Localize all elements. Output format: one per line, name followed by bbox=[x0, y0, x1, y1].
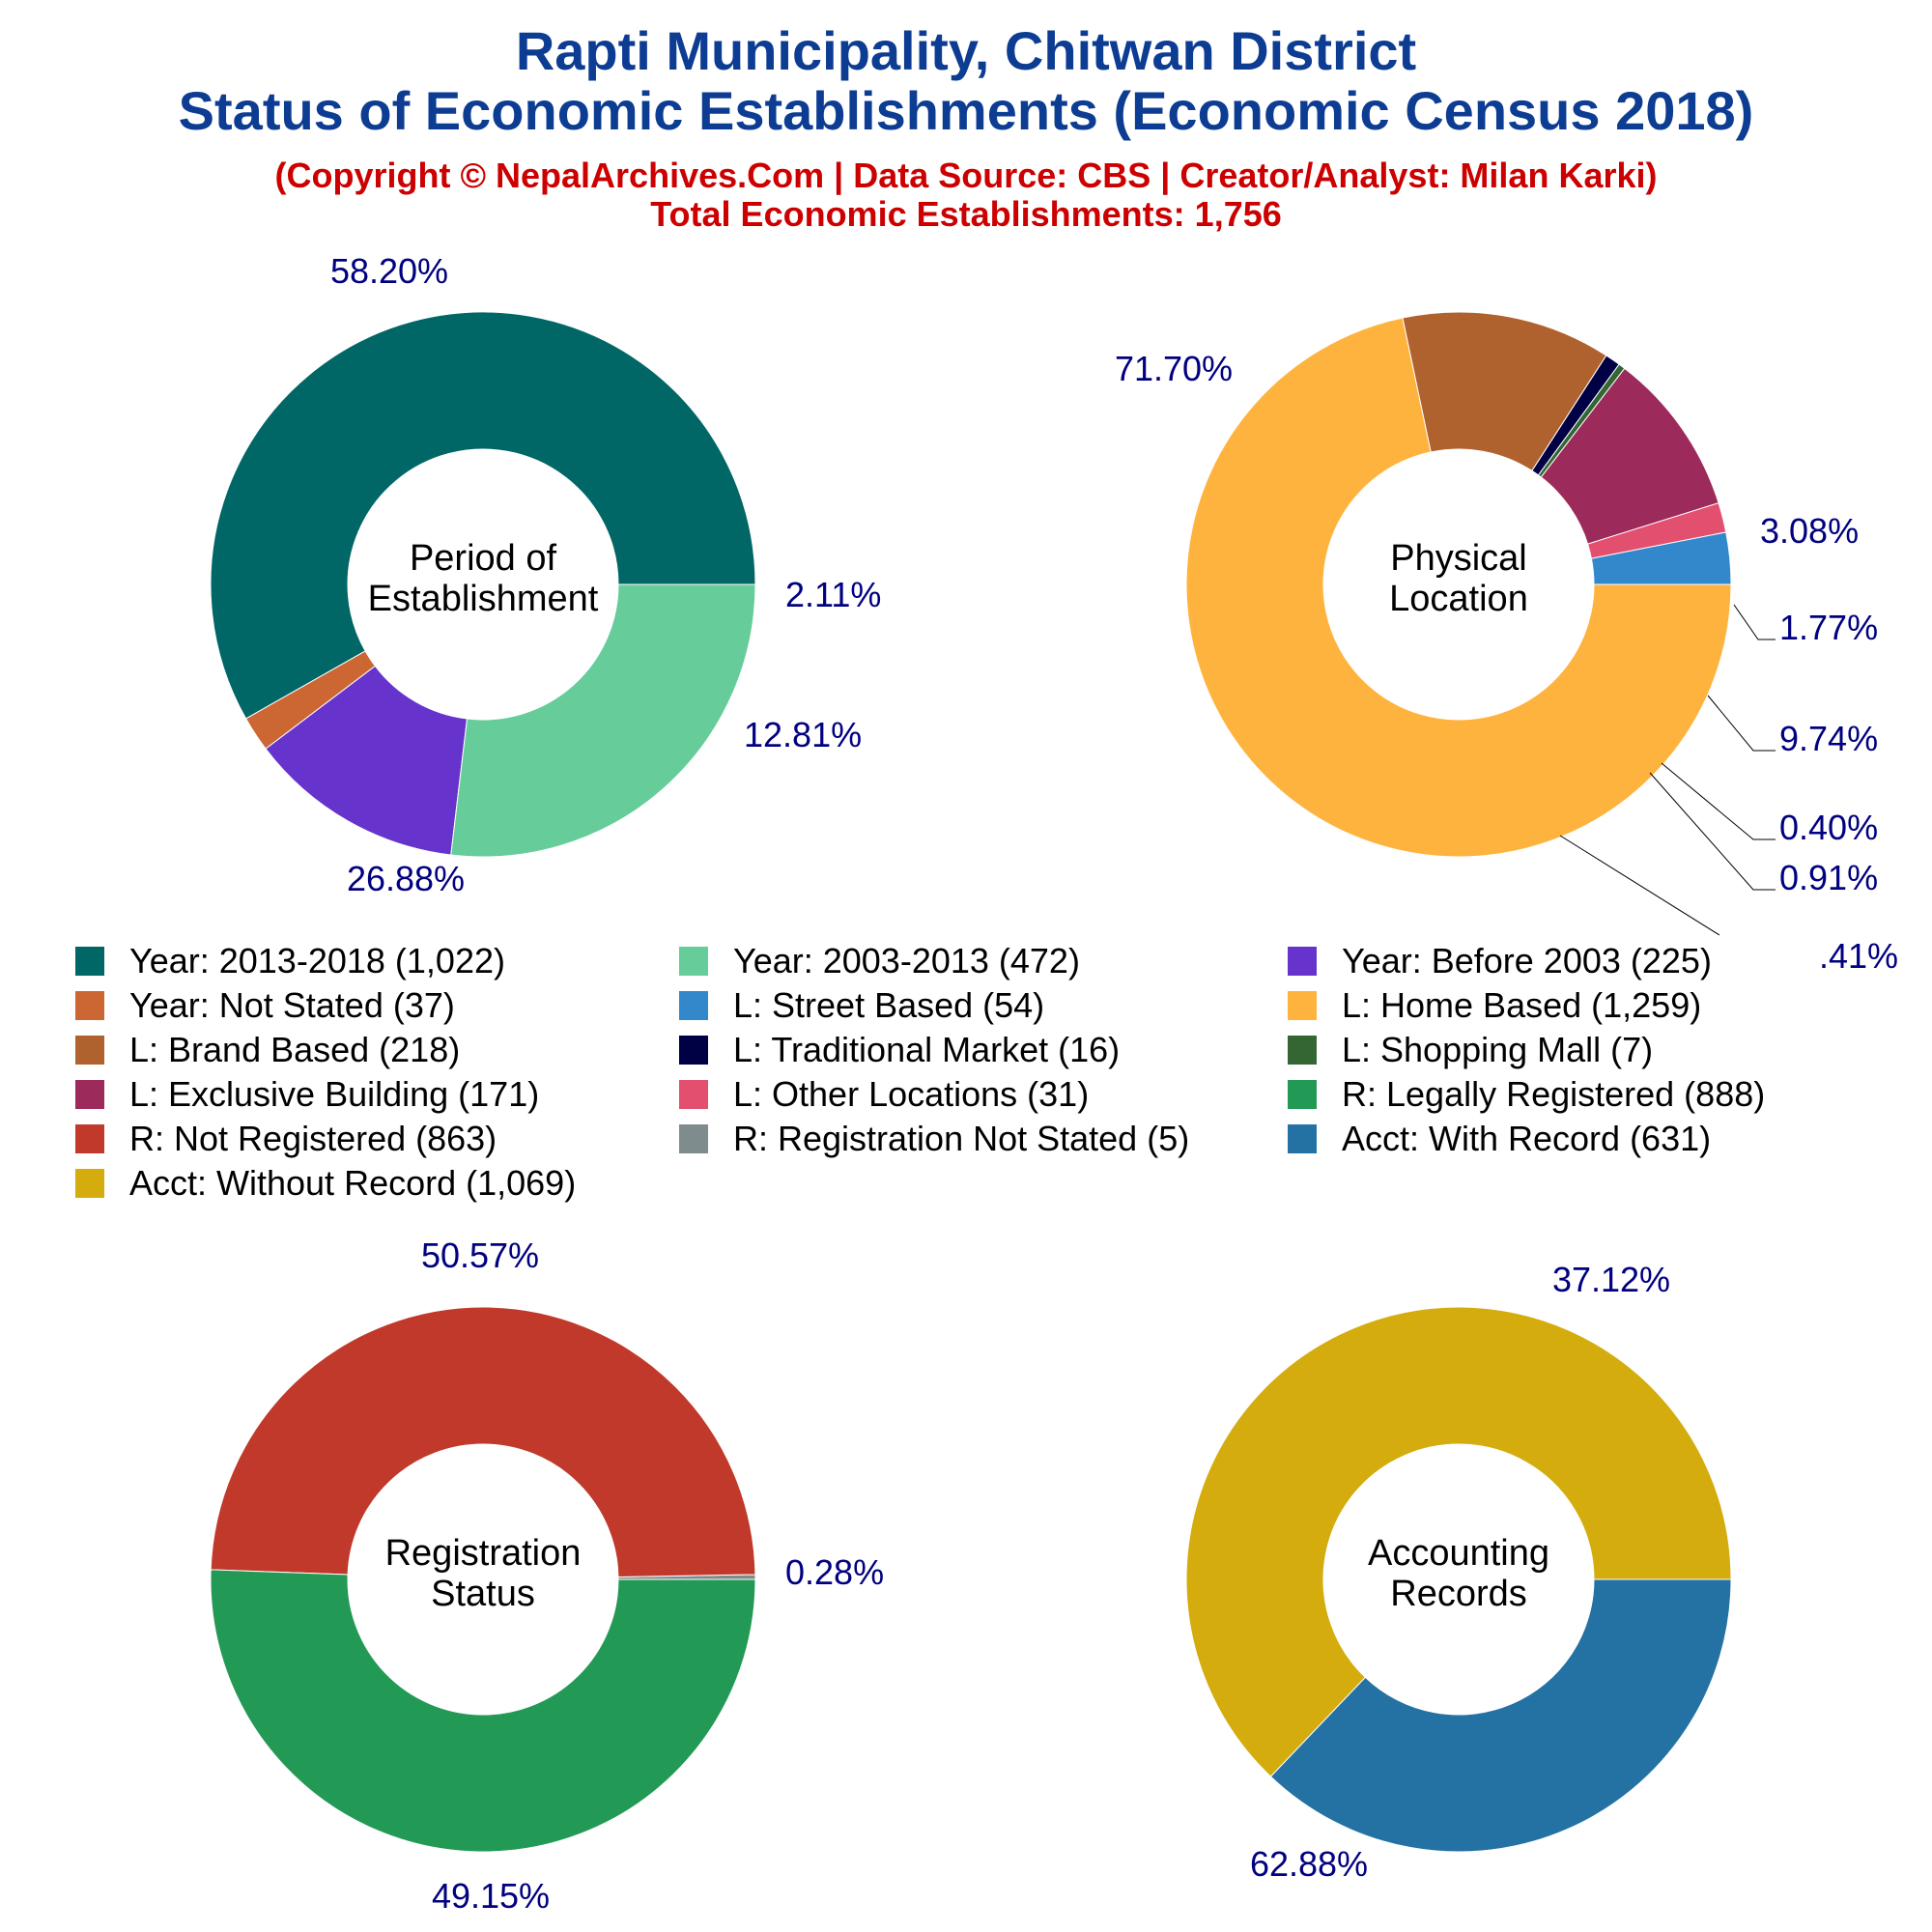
donut-slice bbox=[210, 1569, 756, 1853]
legend-swatch bbox=[75, 1169, 104, 1198]
slice-percent-label: 2.11% bbox=[785, 575, 881, 614]
chart-title: Rapti Municipality, Chitwan District bbox=[515, 20, 1417, 81]
legend-swatch bbox=[1288, 1124, 1317, 1153]
legend-swatch bbox=[75, 947, 104, 976]
legend-label: Acct: With Record (631) bbox=[1342, 1119, 1712, 1158]
legend-label: R: Legally Registered (888) bbox=[1342, 1074, 1766, 1114]
legend-item: L: Home Based (1,259) bbox=[1288, 983, 1701, 1028]
legend-item: L: Exclusive Building (171) bbox=[75, 1072, 539, 1117]
leader-line bbox=[1707, 695, 1776, 752]
donut-slice bbox=[265, 665, 469, 856]
legend-item: R: Registration Not Stated (5) bbox=[679, 1117, 1189, 1161]
legend-swatch bbox=[75, 991, 104, 1020]
legend-label: Year: Before 2003 (225) bbox=[1342, 941, 1712, 980]
total-establishments: Total Economic Establishments: 1,756 bbox=[650, 194, 1282, 234]
copyright-note: (Copyright © NepalArchives.Com | Data So… bbox=[274, 156, 1658, 195]
slice-percent-label: 58.20% bbox=[330, 251, 448, 291]
donut-center-label: Location bbox=[1389, 579, 1528, 619]
slice-percent-label: 26.88% bbox=[347, 859, 465, 898]
slice-percent-label: 9.74% bbox=[1779, 719, 1878, 758]
legend-item: Year: Not Stated (37) bbox=[75, 983, 455, 1028]
slice-percent-label: 0.28% bbox=[785, 1552, 884, 1592]
legend-label: L: Shopping Mall (7) bbox=[1342, 1030, 1654, 1069]
slice-percent-label: 50.57% bbox=[421, 1236, 539, 1275]
donut-slice bbox=[1185, 1306, 1732, 1777]
legend-swatch bbox=[679, 947, 708, 976]
donut-slice bbox=[450, 583, 756, 858]
legend-item: R: Legally Registered (888) bbox=[1288, 1072, 1765, 1117]
slice-percent-label: 71.70% bbox=[1115, 349, 1233, 388]
legend-swatch bbox=[1288, 1080, 1317, 1109]
legend-item: Acct: With Record (631) bbox=[1288, 1117, 1711, 1161]
legend-item: L: Traditional Market (16) bbox=[679, 1028, 1120, 1072]
donut-slice bbox=[210, 1306, 756, 1578]
legend-label: Year: Not Stated (37) bbox=[129, 985, 455, 1025]
donut-center-label: Period of bbox=[410, 538, 557, 579]
leader-line bbox=[1661, 762, 1776, 840]
legend-swatch bbox=[679, 991, 708, 1020]
donut-center-label: Records bbox=[1390, 1574, 1527, 1614]
slice-percent-label: .41% bbox=[1819, 936, 1898, 976]
legend-swatch bbox=[679, 1080, 708, 1109]
leader-line bbox=[1649, 772, 1776, 891]
legend-label: R: Not Registered (863) bbox=[129, 1119, 497, 1158]
legend-label: R: Registration Not Stated (5) bbox=[733, 1119, 1190, 1158]
legend-item: Year: 2003-2013 (472) bbox=[679, 939, 1080, 983]
leader-line bbox=[1733, 604, 1776, 640]
legend-item: R: Not Registered (863) bbox=[75, 1117, 497, 1161]
donut-slice bbox=[1269, 1578, 1732, 1853]
legend-item: L: Street Based (54) bbox=[679, 983, 1044, 1028]
slice-percent-label: 62.88% bbox=[1250, 1844, 1368, 1884]
slice-percent-label: 0.40% bbox=[1779, 808, 1878, 847]
legend-swatch bbox=[1288, 1036, 1317, 1065]
donut-slice bbox=[1185, 317, 1732, 858]
chart-subtitle: Status of Economic Establishments (Econo… bbox=[178, 80, 1754, 141]
legend-item: Year: Before 2003 (225) bbox=[1288, 939, 1712, 983]
legend-swatch bbox=[75, 1036, 104, 1065]
legend-item: Acct: Without Record (1,069) bbox=[75, 1161, 576, 1206]
legend-label: L: Brand Based (218) bbox=[129, 1030, 461, 1069]
donut-chart-1: 58.20% 2.11% 12.81% 26.88% Period ofEstablis… bbox=[210, 251, 881, 898]
slice-percent-label: 0.91% bbox=[1779, 858, 1878, 897]
donut-chart-2: 3.08% 1.77% 9.74% 0.40% 0.91% .41% 71.70% Physi… bbox=[1115, 311, 1898, 976]
legend-label: L: Other Locations (31) bbox=[733, 1074, 1090, 1114]
slice-percent-label: 12.81% bbox=[744, 715, 862, 754]
legend-swatch bbox=[1288, 991, 1317, 1020]
legend-label: Year: 2013-2018 (1,022) bbox=[129, 941, 505, 980]
slice-percent-label: 49.15% bbox=[432, 1876, 550, 1916]
slice-percent-label: 37.12% bbox=[1552, 1260, 1670, 1299]
legend-label: L: Home Based (1,259) bbox=[1342, 985, 1702, 1025]
donut-center-label: Registration bbox=[385, 1533, 582, 1574]
donut-slice bbox=[210, 311, 756, 720]
slice-percent-label: 3.08% bbox=[1760, 511, 1859, 551]
legend-item: Year: 2013-2018 (1,022) bbox=[75, 939, 505, 983]
legend-label: L: Traditional Market (16) bbox=[733, 1030, 1121, 1069]
legend-item: L: Brand Based (218) bbox=[75, 1028, 460, 1072]
legend-item: L: Other Locations (31) bbox=[679, 1072, 1089, 1117]
donut-center-label: Status bbox=[431, 1574, 535, 1614]
donut-center-label: Establishment bbox=[368, 579, 599, 619]
legend-label: Year: 2003-2013 (472) bbox=[733, 941, 1080, 980]
legend-swatch bbox=[679, 1036, 708, 1065]
legend-label: L: Street Based (54) bbox=[733, 985, 1045, 1025]
legend-item: L: Shopping Mall (7) bbox=[1288, 1028, 1653, 1072]
legend-swatch bbox=[679, 1124, 708, 1153]
donut-center-label: Physical bbox=[1390, 538, 1527, 579]
legend-swatch bbox=[75, 1080, 104, 1109]
slice-percent-label: 1.77% bbox=[1779, 608, 1878, 647]
legend-swatch bbox=[75, 1124, 104, 1153]
donut-center-label: Accounting bbox=[1368, 1533, 1549, 1574]
legend-label: L: Exclusive Building (171) bbox=[129, 1074, 540, 1114]
legend-label: Acct: Without Record (1,069) bbox=[129, 1163, 577, 1203]
leader-line bbox=[1559, 835, 1720, 936]
legend-swatch bbox=[1288, 947, 1317, 976]
